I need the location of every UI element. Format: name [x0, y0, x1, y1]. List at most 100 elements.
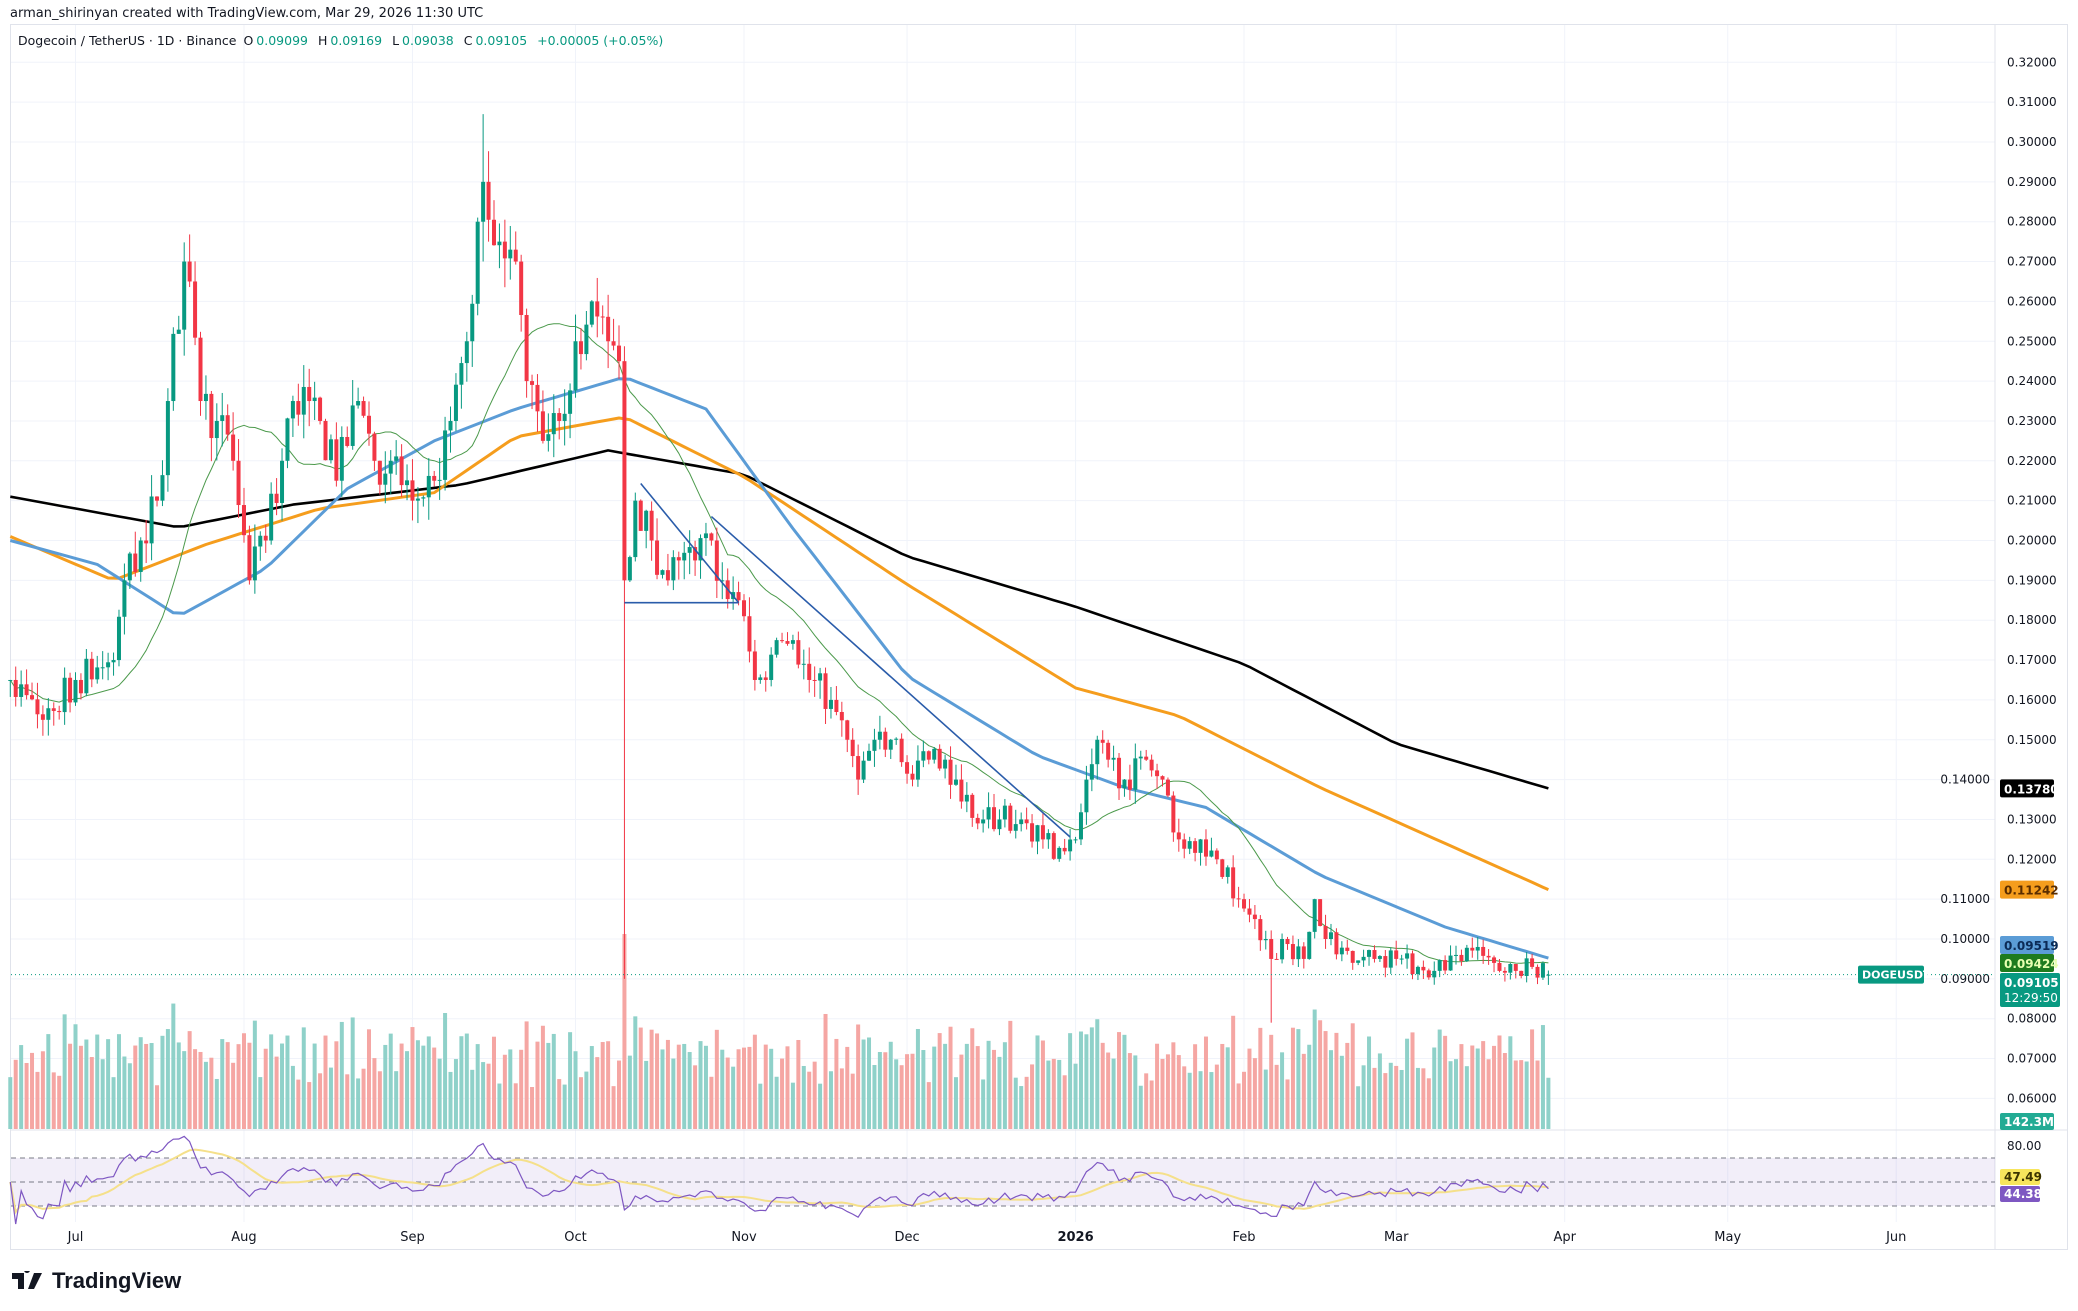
y-tick-label: 0.10000 — [1940, 932, 1990, 946]
tradingview-logo[interactable]: TradingView — [12, 1268, 181, 1294]
candle — [856, 744, 861, 795]
candle-body — [1019, 819, 1024, 825]
candle — [1057, 846, 1062, 862]
candle-body — [1307, 931, 1312, 959]
volume-bar — [513, 1083, 518, 1129]
candle — [785, 632, 790, 646]
candle — [1100, 730, 1105, 754]
volume-value-tag-text: 142.3M — [2004, 1115, 2054, 1129]
volume-bar — [350, 1017, 355, 1129]
candle-body — [1361, 956, 1366, 961]
volume-bar — [1421, 1068, 1426, 1129]
x-tick-label: Nov — [731, 1230, 757, 1245]
volume-bar — [138, 1037, 143, 1129]
volume-bar — [1307, 1044, 1312, 1129]
candle — [252, 524, 257, 594]
volume-bar — [133, 1045, 138, 1129]
candle — [709, 532, 714, 546]
candle-body — [19, 684, 24, 697]
candle-body — [867, 750, 872, 761]
candle-body — [1296, 946, 1301, 960]
candle-body — [1144, 756, 1149, 760]
candle-body — [388, 460, 393, 474]
candle — [1519, 970, 1524, 979]
candle — [1318, 899, 1323, 927]
candle-body — [1062, 847, 1067, 852]
candle-body — [8, 679, 13, 681]
volume-bar — [943, 1043, 948, 1129]
candle-body — [758, 677, 763, 680]
candle-body — [888, 739, 893, 750]
candle-body — [763, 677, 768, 680]
candle-body — [1013, 824, 1018, 831]
candle-body — [1035, 825, 1040, 842]
candle — [149, 475, 154, 561]
volume-bar — [366, 1029, 371, 1129]
symbol-tag-text: DOGEUSDT — [1862, 969, 1931, 982]
volume-bar — [1013, 1077, 1018, 1129]
volume-bar — [1220, 1043, 1225, 1129]
volume-bar — [540, 1025, 545, 1129]
volume-bar — [877, 1052, 882, 1129]
candle — [122, 563, 127, 635]
volume-bar — [1540, 1025, 1545, 1129]
candle-body — [943, 759, 948, 769]
volume-bar — [752, 1034, 757, 1129]
candle — [366, 401, 371, 446]
volume-bar — [328, 1067, 333, 1129]
volume-bar — [790, 1082, 795, 1129]
candle — [1231, 855, 1236, 907]
candle — [312, 381, 317, 421]
candle — [1155, 763, 1160, 789]
candle-body — [1470, 947, 1475, 951]
candle-body — [872, 739, 877, 751]
candle-body — [40, 714, 45, 720]
candle-body — [644, 510, 649, 531]
candle-body — [1040, 825, 1045, 840]
volume-bar — [1377, 1053, 1382, 1129]
volume-bar — [1247, 1048, 1252, 1129]
volume-bar — [649, 1029, 654, 1129]
volume-bar — [1203, 1036, 1208, 1129]
candle-body — [589, 301, 594, 325]
volume-bar — [703, 1045, 708, 1129]
volume-bar — [171, 1003, 176, 1129]
candle — [1089, 748, 1094, 792]
volume-bar — [562, 1084, 567, 1129]
candle — [769, 647, 774, 687]
candle — [1345, 939, 1350, 955]
volume-bar — [769, 1048, 774, 1129]
candle — [144, 519, 149, 564]
volume-bar — [573, 1051, 578, 1129]
candle — [638, 499, 643, 531]
candle — [850, 728, 855, 768]
candle — [30, 682, 35, 701]
candle-body — [73, 679, 78, 703]
candle — [1176, 818, 1181, 852]
volume-bar — [491, 1036, 496, 1129]
candle — [883, 727, 888, 758]
volume-bar — [258, 1077, 263, 1129]
candle-body — [296, 401, 301, 415]
legend-open-value: 0.09099 — [256, 33, 308, 48]
candle-body — [595, 301, 600, 317]
candle-body — [807, 663, 812, 680]
volume-bar — [361, 1068, 366, 1129]
candle-body — [535, 384, 540, 412]
candle — [1405, 944, 1410, 969]
volume-bar — [1356, 1086, 1361, 1129]
candle — [1415, 965, 1420, 981]
candle — [589, 300, 594, 328]
volume-bar — [470, 1069, 475, 1129]
volume-bar — [1127, 1053, 1132, 1129]
legend-low-value: 0.09038 — [402, 33, 454, 48]
volume-bar — [193, 1049, 198, 1129]
volume-bar — [1002, 1042, 1007, 1129]
candle — [73, 672, 78, 706]
candle-body — [1334, 932, 1339, 955]
candle-body — [502, 241, 507, 259]
candle-body — [948, 759, 953, 785]
candle — [410, 459, 415, 521]
candle — [568, 383, 573, 439]
